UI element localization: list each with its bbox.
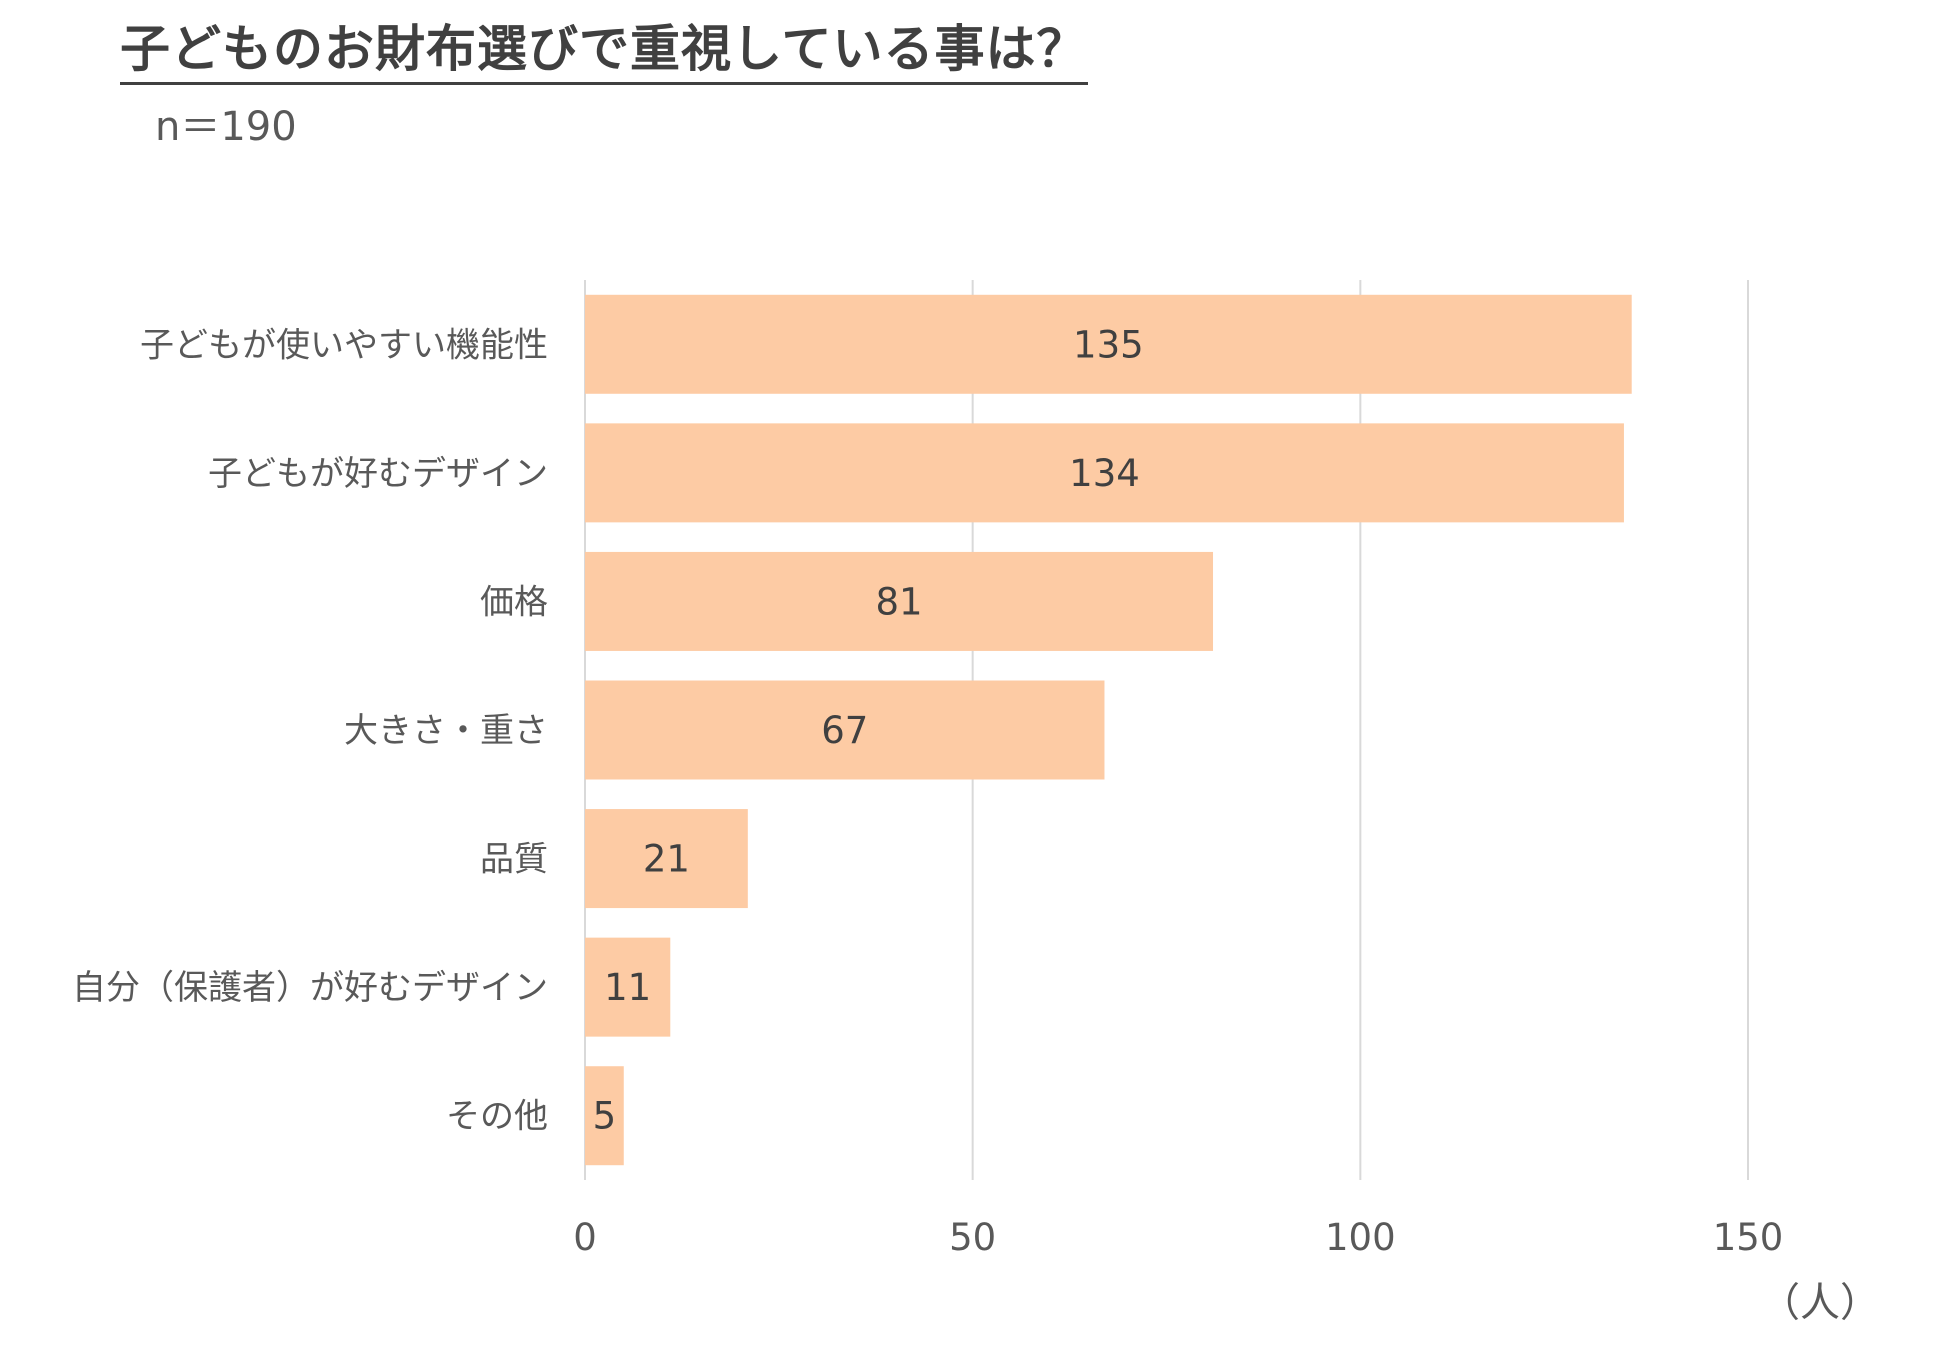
value-label-4: 67 [821,709,868,752]
value-label-5: 21 [643,838,690,881]
category-label-1: 子どもが使いやすい機能性 [140,325,548,365]
x-tick-label-100: 100 [1325,1216,1396,1259]
bar-1 [585,294,1632,394]
value-label-1: 135 [1073,323,1144,366]
category-label-7: その他 [446,1097,548,1137]
value-label-7: 5 [593,1095,617,1138]
category-label-2: 子どもが好むデザイン [208,454,548,494]
x-tick-label-0: 0 [573,1216,597,1259]
x-axis-unit-label: （人） [1760,1280,1880,1326]
category-label-5: 品質 [480,840,548,880]
sample-size-label: n＝190 [155,104,297,150]
bar-2 [585,423,1624,523]
x-axis-tick-labels: 0 50 100 150 [573,1216,1783,1259]
category-labels: 子どもが使いやすい機能性子どもが好むデザイン価格大きさ・重さ品質自分（保護者）が… [72,325,548,1136]
chart-title: 子どものお財布選びで重視している事は？ [120,18,1088,85]
bars [585,294,1632,1166]
data-labels: 135 134 81 67 21 11 5 [593,323,1144,1137]
bar-6 [585,937,671,1037]
bar-3 [585,551,1214,651]
x-tick-label-150: 150 [1713,1216,1784,1259]
value-label-2: 134 [1069,452,1140,495]
value-label-6: 11 [604,966,651,1009]
category-label-4: 大きさ・重さ [344,711,548,751]
x-tick-label-50: 50 [949,1216,996,1259]
category-label-6: 自分（保護者）が好むデザイン [72,968,548,1008]
bar-5 [585,809,748,909]
bar-4 [585,680,1105,780]
value-label-3: 81 [875,580,922,623]
bar-7 [585,1066,624,1166]
category-label-3: 価格 [480,582,548,622]
